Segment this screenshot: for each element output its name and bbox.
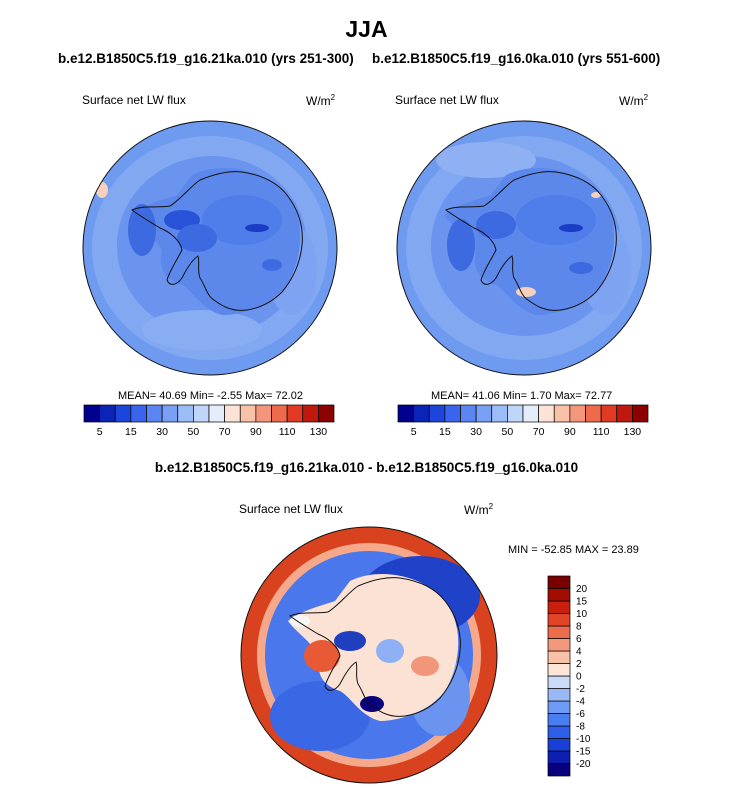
colorbar-box (99, 404, 116, 423)
colorbar-box (397, 404, 414, 423)
colorbar-box (547, 750, 571, 764)
colorbar-box (130, 404, 147, 423)
colorbar-tick-label: 130 (310, 426, 328, 438)
diff-title: b.e12.B1850C5.f19_g16.21ka.010 - b.e12.B… (154, 460, 579, 475)
panel2-stats: MEAN= 41.06 Min= 1.70 Max= 72.77 (431, 390, 613, 402)
colorbar-box (553, 404, 571, 423)
colorbar-tick-label: 5 (97, 426, 103, 438)
colorbar-tick-label: 20 (576, 584, 588, 595)
colorbar-box (632, 404, 649, 423)
panel1-stats: MEAN= 40.69 Min= -2.55 Max= 72.02 (118, 390, 303, 402)
colorbar-box (413, 404, 430, 423)
colorbar-box (114, 404, 132, 423)
diff-units-label: W/m2 (464, 502, 494, 517)
colorbar-box (318, 404, 335, 423)
panel1-variable-label: Surface net LW flux (82, 93, 186, 107)
colorbar-box (522, 404, 539, 423)
colorbar-box (547, 738, 571, 752)
colorbar-tick-label: 110 (279, 426, 296, 438)
colorbar-box (547, 725, 571, 739)
colorbar-tick-label: 6 (576, 634, 582, 645)
colorbar-tick-label: 4 (576, 647, 582, 658)
colorbar-box (547, 588, 571, 602)
panel1-colorbar: 5 15 30 50 70 90 110 130 (83, 404, 335, 438)
colorbar-box (547, 663, 571, 677)
colorbar-box (538, 404, 555, 423)
colorbar-tick-label: 50 (188, 426, 200, 438)
colorbar-box (224, 404, 241, 423)
colorbar-box (460, 404, 477, 423)
colorbar-box (286, 404, 304, 423)
season-title: JJA (345, 16, 388, 42)
panel2-case-title: b.e12.B1850C5.f19_g16.0ka.010 (yrs 551-6… (372, 51, 661, 66)
colorbar-box (547, 713, 571, 727)
colorbar-box (547, 675, 571, 689)
colorbar-box (547, 600, 571, 614)
colorbar-box (239, 404, 257, 423)
panel2-variable-label: Surface net LW flux (395, 93, 499, 107)
colorbar-box (547, 575, 571, 589)
colorbar-box (83, 404, 100, 423)
colorbar-tick-label: 30 (470, 426, 482, 438)
colorbar-box (208, 404, 225, 423)
colorbar-tick-label: -20 (576, 759, 591, 770)
colorbar-tick-label: 10 (576, 609, 588, 620)
panel2-colorbar: 5 15 30 50 70 90 110 130 (397, 404, 649, 438)
colorbar-box (547, 700, 571, 714)
panel1-units-label: W/m2 (306, 93, 336, 108)
colorbar-tick-label: -2 (576, 684, 585, 695)
colorbar-tick-label: 70 (219, 426, 231, 438)
colorbar-tick-label: 50 (502, 426, 514, 438)
diff-variable-label: Surface net LW flux (239, 502, 343, 516)
colorbar-box (547, 613, 571, 627)
panel2-units-label: W/m2 (619, 93, 649, 108)
colorbar-tick-label: 130 (624, 426, 642, 438)
colorbar-tick-label: 8 (576, 622, 582, 633)
colorbar-box (600, 404, 618, 423)
colorbar-box (444, 404, 461, 423)
colorbar-box (428, 404, 446, 423)
colorbar-tick-label: -15 (576, 747, 591, 758)
colorbar-box (302, 404, 319, 423)
colorbar-box (255, 404, 272, 423)
colorbar-tick-label: 90 (564, 426, 576, 438)
colorbar-tick-label: 70 (533, 426, 545, 438)
colorbar-tick-label: 15 (125, 426, 137, 438)
colorbar-box (547, 688, 571, 702)
colorbar-tick-label: -8 (576, 722, 585, 733)
colorbar-box (547, 625, 571, 639)
colorbar-tick-label: -6 (576, 709, 585, 720)
colorbar-tick-label: 15 (576, 597, 588, 608)
colorbar-box (547, 650, 571, 664)
colorbar-tick-label: 2 (576, 659, 582, 670)
colorbar-tick-label: -10 (576, 734, 591, 745)
colorbar-box (491, 404, 508, 423)
colorbar-box (585, 404, 602, 423)
colorbar-box (271, 404, 288, 423)
colorbar-box (146, 404, 163, 423)
colorbar-box (569, 404, 586, 423)
colorbar-box (193, 404, 210, 423)
colorbar-tick-label: 110 (593, 426, 610, 438)
colorbar-box (547, 638, 571, 652)
diff-minmax: MIN = -52.85 MAX = 23.89 (508, 544, 639, 556)
colorbar-tick-label: 5 (411, 426, 417, 438)
colorbar-tick-label: 90 (250, 426, 262, 438)
colorbar-tick-label: 15 (439, 426, 451, 438)
colorbar-box (475, 404, 493, 423)
colorbar-box (177, 404, 194, 423)
colorbar-box (616, 404, 633, 423)
colorbar-tick-label: -4 (576, 697, 585, 708)
colorbar-box (161, 404, 179, 423)
colorbar-tick-label: 30 (156, 426, 168, 438)
diff-polar-map (240, 526, 498, 784)
panel2-polar-map (396, 120, 652, 376)
colorbar-box (547, 763, 571, 777)
colorbar-tick-label: 0 (576, 672, 582, 683)
colorbar-box (507, 404, 524, 423)
panel1-case-title: b.e12.B1850C5.f19_g16.21ka.010 (yrs 251-… (58, 51, 354, 66)
panel1-polar-map (82, 120, 338, 376)
